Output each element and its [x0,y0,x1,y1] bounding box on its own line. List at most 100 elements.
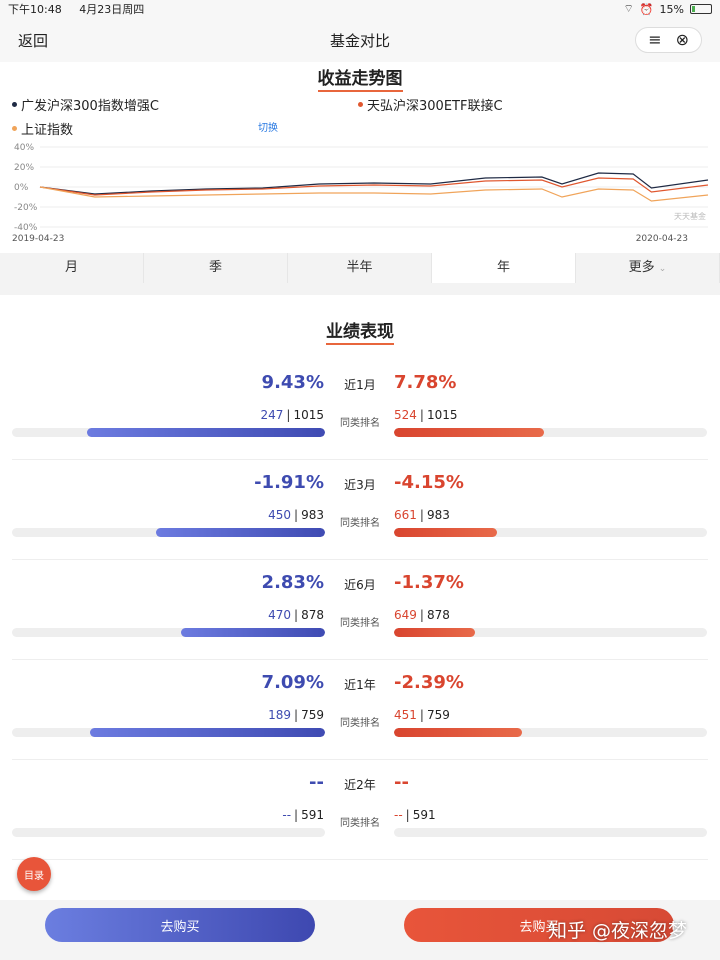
left-rank-bar [12,428,325,437]
rank-separator: | [294,708,299,722]
left-rank-fill [90,728,325,737]
right-rank-total: 759 [426,708,450,722]
back-button[interactable]: 返回 [18,31,49,50]
right-rank: -- | 591 [394,808,436,822]
status-left: 下午10:48 4月23日周四 [8,1,144,17]
period-label: 近6月 [344,578,376,592]
period-label: 近3月 [344,478,376,492]
right-rank-value: 649 [394,608,417,622]
right-rank-value: 661 [394,508,417,522]
legend-label: 上证指数 [21,123,74,138]
right-rank-fill [394,728,523,737]
left-return: 9.43% [261,372,324,393]
battery-percent: 15% [659,2,684,16]
switch-link[interactable]: 切换 [258,123,278,134]
chevron-down-icon: ⌄ [658,264,667,274]
rank-label: 同类排名 [340,518,380,529]
y-tick-label: 40% [14,143,34,153]
left-rank-total: 759 [301,708,324,722]
rank-separator: | [294,608,299,622]
legend-item-fund-a: 广发沪深300指数增强C [12,95,159,114]
left-rank-value: -- [282,808,292,822]
bottom-bar: 去购买 去购买 [0,900,720,960]
y-tick-label: 0% [14,183,29,193]
status-date: 4月23日周四 [79,3,145,16]
alarm-icon: ⏰ [639,2,654,16]
status-bar: 下午10:48 4月23日周四 ⌔ ⏰ 15% [0,0,720,18]
tab-half-year[interactable]: 半年 [288,253,432,283]
left-rank: 450 | 983 [268,508,324,522]
rank-separator: | [294,508,299,522]
rank-label: 同类排名 [340,718,380,729]
left-rank-value: 247 [260,408,284,422]
rank-separator: | [286,408,291,422]
right-rank-fill [394,428,545,437]
trend-title-text: 收益走势图 [317,69,403,92]
left-return: 2.83% [261,572,324,593]
tab-year[interactable]: 年 [432,253,576,283]
watermark: 知乎 @夜深忽梦 [548,920,688,942]
right-rank-value: 451 [394,708,417,722]
right-rank-value: -- [394,808,403,822]
legend-dot [12,102,17,107]
toc-button[interactable]: 目录 [17,857,51,891]
menu-icon[interactable]: ≡ [648,30,662,49]
left-rank-bar [12,528,325,537]
period-tabs: 月 季 半年 年 更多 ⌄ [0,253,720,283]
performance-list: 9.43% 近1月 7.78% 247 | 1015 同类排名 524 | 1015 -1.91% 近… [0,360,720,860]
right-rank-fill [394,628,476,637]
close-icon[interactable]: ⊗ [675,30,689,49]
left-rank: 247 | 1015 [261,408,325,422]
legend-dot [12,126,17,131]
performance-row: 7.09% 近1年 -2.39% 189 | 759 同类排名 451 | 759 [12,660,708,760]
right-rank: 661 | 983 [394,508,450,522]
right-return: 7.78% [394,372,457,393]
rank-separator: | [419,508,424,522]
right-rank: 451 | 759 [394,708,450,722]
left-rank-total: 983 [301,508,324,522]
tab-more[interactable]: 更多 ⌄ [576,253,720,283]
right-return: -4.15% [394,472,464,493]
series-line-0 [39,172,709,195]
trend-title: 收益走势图 [0,64,720,92]
right-rank-total: 983 [426,508,450,522]
right-rank-total: 1015 [426,408,458,422]
status-right: ⌔ ⏰ 15% [624,2,712,16]
left-rank: 189 | 759 [268,708,324,722]
performance-title-text: 业绩表现 [326,322,394,345]
tab-more-label: 更多 [628,260,655,275]
right-rank-bar [394,628,707,637]
x-tick-label: 2020-04-23 [636,234,688,244]
left-rank-total: 878 [301,608,324,622]
left-rank-fill [87,428,325,437]
tab-quarter[interactable]: 季 [144,253,288,283]
section-gap [0,283,720,295]
battery-icon [690,4,712,14]
left-rank: -- | 591 [282,808,324,822]
rank-separator: | [405,808,410,822]
buy-left-button[interactable]: 去购买 [45,908,315,942]
rank-separator: | [419,408,424,422]
performance-title: 业绩表现 [0,317,720,345]
right-return: -2.39% [394,672,464,693]
tab-month[interactable]: 月 [0,253,144,283]
rank-label: 同类排名 [340,418,380,429]
right-rank-total: 591 [412,808,436,822]
left-return: -1.91% [254,472,324,493]
status-time: 下午10:48 [8,3,62,16]
right-return: -- [394,772,409,793]
left-return: 7.09% [261,672,324,693]
buy-right-button[interactable]: 去购买 [404,908,674,942]
page-title: 基金对比 [329,31,390,50]
left-rank-total: 1015 [293,408,324,422]
left-rank-bar [12,728,325,737]
legend-item-fund-b: 天弘沪深300ETF联接C [358,95,503,114]
right-rank-bar [394,828,707,837]
left-rank-value: 450 [268,508,292,522]
rank-label: 同类排名 [340,818,380,829]
mini-program-capsule: ≡ ⊗ [635,27,702,53]
legend-label: 广发沪深300指数增强C [21,99,159,114]
chart-legend: 广发沪深300指数增强C 天弘沪深300ETF联接C 上证指数 切换 [0,89,720,141]
rank-label: 同类排名 [340,618,380,629]
legend-dot [358,102,363,107]
